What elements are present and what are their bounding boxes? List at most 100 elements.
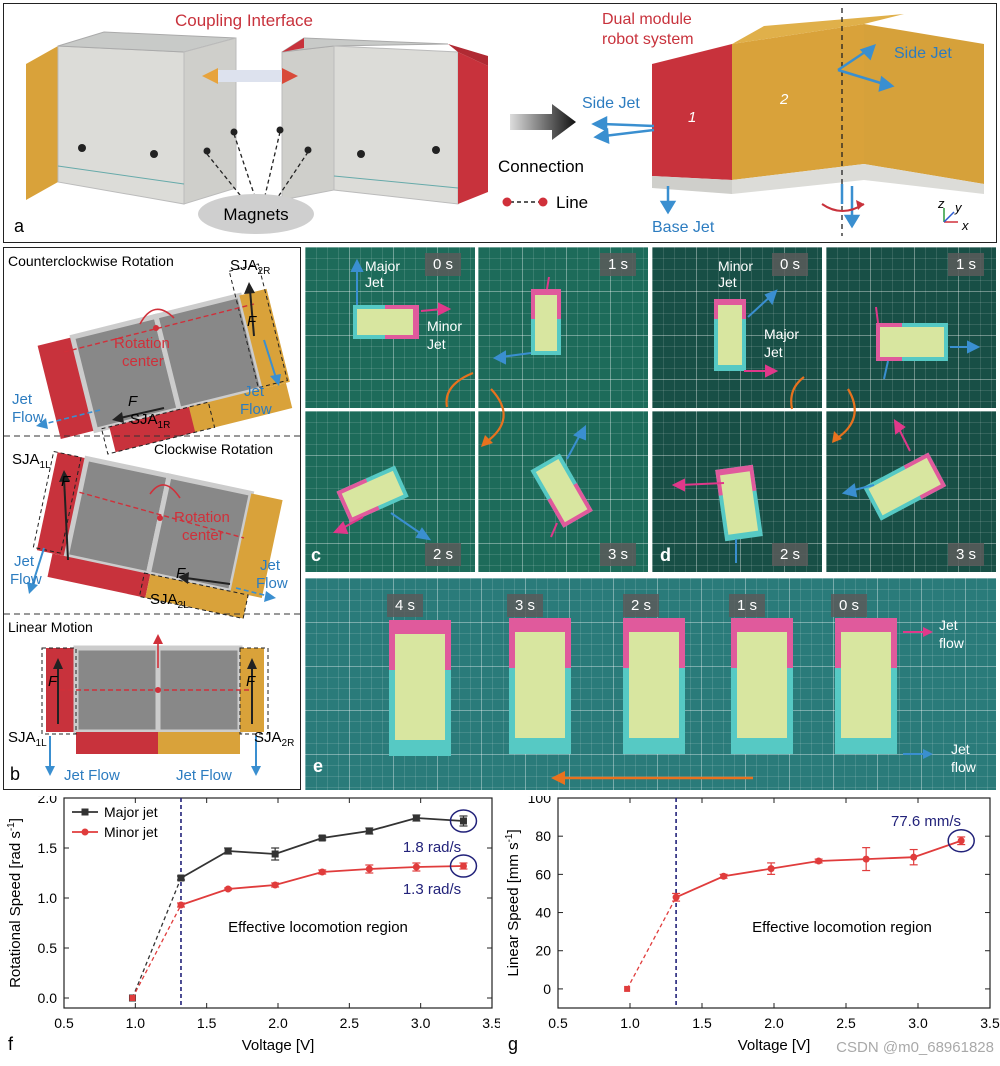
c-major-label-2: Jet [365,274,384,290]
series-1-point [177,901,185,909]
series-0-point [720,872,728,880]
ccw-force-right: F [247,313,257,330]
ccw-rotation-center-2: center [122,353,164,370]
region-label: Effective locomotion region [228,919,408,936]
panel-e-overlay [389,618,933,785]
e-time-3: 1 s [729,594,766,617]
cw-force-bottom: F [176,565,186,582]
y-axis-label: Linear Speed [mm s-1] [504,829,522,976]
c-minor-arrows [332,276,558,538]
x-tick-label: 2.5 [340,1015,360,1031]
d-time-3: 3 s [947,543,984,566]
magnets-label: Magnets [223,205,288,224]
y-tick-label: 1.5 [38,840,58,856]
series-1-point [459,862,467,870]
series-0-dashed-segment [626,896,677,990]
x-tick-label: 1.0 [126,1015,146,1031]
axis-y-label: y [954,200,963,215]
module-right [276,37,488,205]
module-left [26,31,238,205]
series-1-point [271,881,279,889]
legend-label: Minor jet [104,824,158,840]
linear-robot [41,645,269,754]
watermark: CSDN @m0_68961828 [836,1039,994,1056]
panel-c-overlay [332,258,593,541]
panel-c-label: c [311,545,322,565]
series-1-highlight [449,854,478,878]
d-time-2: 2 s [771,543,808,566]
panel-d-overlay [671,289,981,563]
magnets-bubble [198,194,314,234]
panel-letter: g [508,1034,518,1054]
panel-e-label: e [313,756,324,776]
y-tick-label: 1.0 [38,890,58,906]
cw-rotation-center-1: Rotation [174,509,230,526]
side-jet-right-label: Side Jet [894,45,952,62]
y-axis-label: Rotational Speed [rad s-1] [6,818,24,988]
c-jet-arrows [350,258,586,541]
x-tick-label: 3.0 [411,1015,431,1031]
module-1-label: 1 [688,109,696,126]
d-jet-arrows [735,289,981,563]
series-0-point [767,865,775,873]
series-1-point [412,863,420,871]
ccw-flow-right-2: Flow [240,401,272,418]
cw-jet-left-1: Jet [14,553,35,570]
connection-label: Connection [498,157,584,176]
series-0-point [224,847,232,855]
e-time-1: 3 s [507,594,544,617]
linear-sja-2r: SJA2R [254,729,294,749]
series-0-point [862,855,870,863]
y-tick-label: 60 [535,866,551,882]
module-2-label: 2 [779,91,789,108]
d-minor-arrows [671,306,911,492]
cw-robot [32,450,283,620]
linear-jet-flow-right: Jet Flow [176,767,232,784]
x-axis-label: Voltage [V] [242,1037,315,1054]
legend-label: Major jet [104,804,158,820]
c-time-3: 3 s [599,543,636,566]
region-label: Effective locomotion region [752,919,932,936]
axis-z-label: z [937,196,945,211]
ccw-title: Counterclockwise Rotation [8,253,174,269]
series-1-point [365,865,373,873]
series-1-point [224,885,232,893]
x-tick-label: 1.0 [620,1015,640,1031]
legend-marker [81,828,89,836]
annotation: 1.8 rad/s [403,839,461,856]
series-0-point [815,857,823,865]
panel-d-label: d [660,545,671,565]
annotation: 77.6 mm/s [891,813,961,830]
e-jet-label-1: Jet [939,617,958,633]
c-minor-label-2: Jet [427,336,446,352]
y-axis-label-end: ] [7,818,24,822]
y-axis-label-end: ] [505,829,522,833]
side-jet-left-label: Side Jet [582,95,640,112]
coupling-bar [214,70,284,82]
series-0-point [318,834,326,842]
cw-sja-1l: SJA1L [12,451,51,471]
series-0-highlight [947,829,975,853]
series-0-point [672,893,680,901]
ccw-jet-right-1: Jet [244,383,265,400]
d-major-label-1: Major [764,326,800,342]
panel-c: 0 s 1 s 2 s 3 s Major Jet Minor Jet c [305,247,648,572]
series-1-point [129,995,136,1001]
x-tick-label: 2.0 [764,1015,784,1031]
series-0-highlight [449,809,478,833]
connection-arrow [510,104,576,140]
y-tick-label: 0 [543,981,551,997]
panel-b-illustration: Counterclockwise Rotation Rotation cente… [4,253,302,784]
e-time-2: 2 s [623,594,660,617]
dual-module-label: Dual module [602,11,692,28]
x-tick-label: 1.5 [197,1015,217,1031]
series-0-point [412,814,420,822]
ccw-sja-2r: SJA2R [230,257,270,277]
panel-c-frame-1s: 1 s [478,247,648,408]
d-major-label-2: Jet [764,344,783,360]
ccw-flow-left-2: Flow [12,409,44,426]
annotation: 1.3 rad/s [403,881,461,898]
ccw-rotation-center-1: Rotation [114,335,170,352]
ccw-force-bottom: F [128,393,138,410]
panel-a-label: a [14,216,25,236]
